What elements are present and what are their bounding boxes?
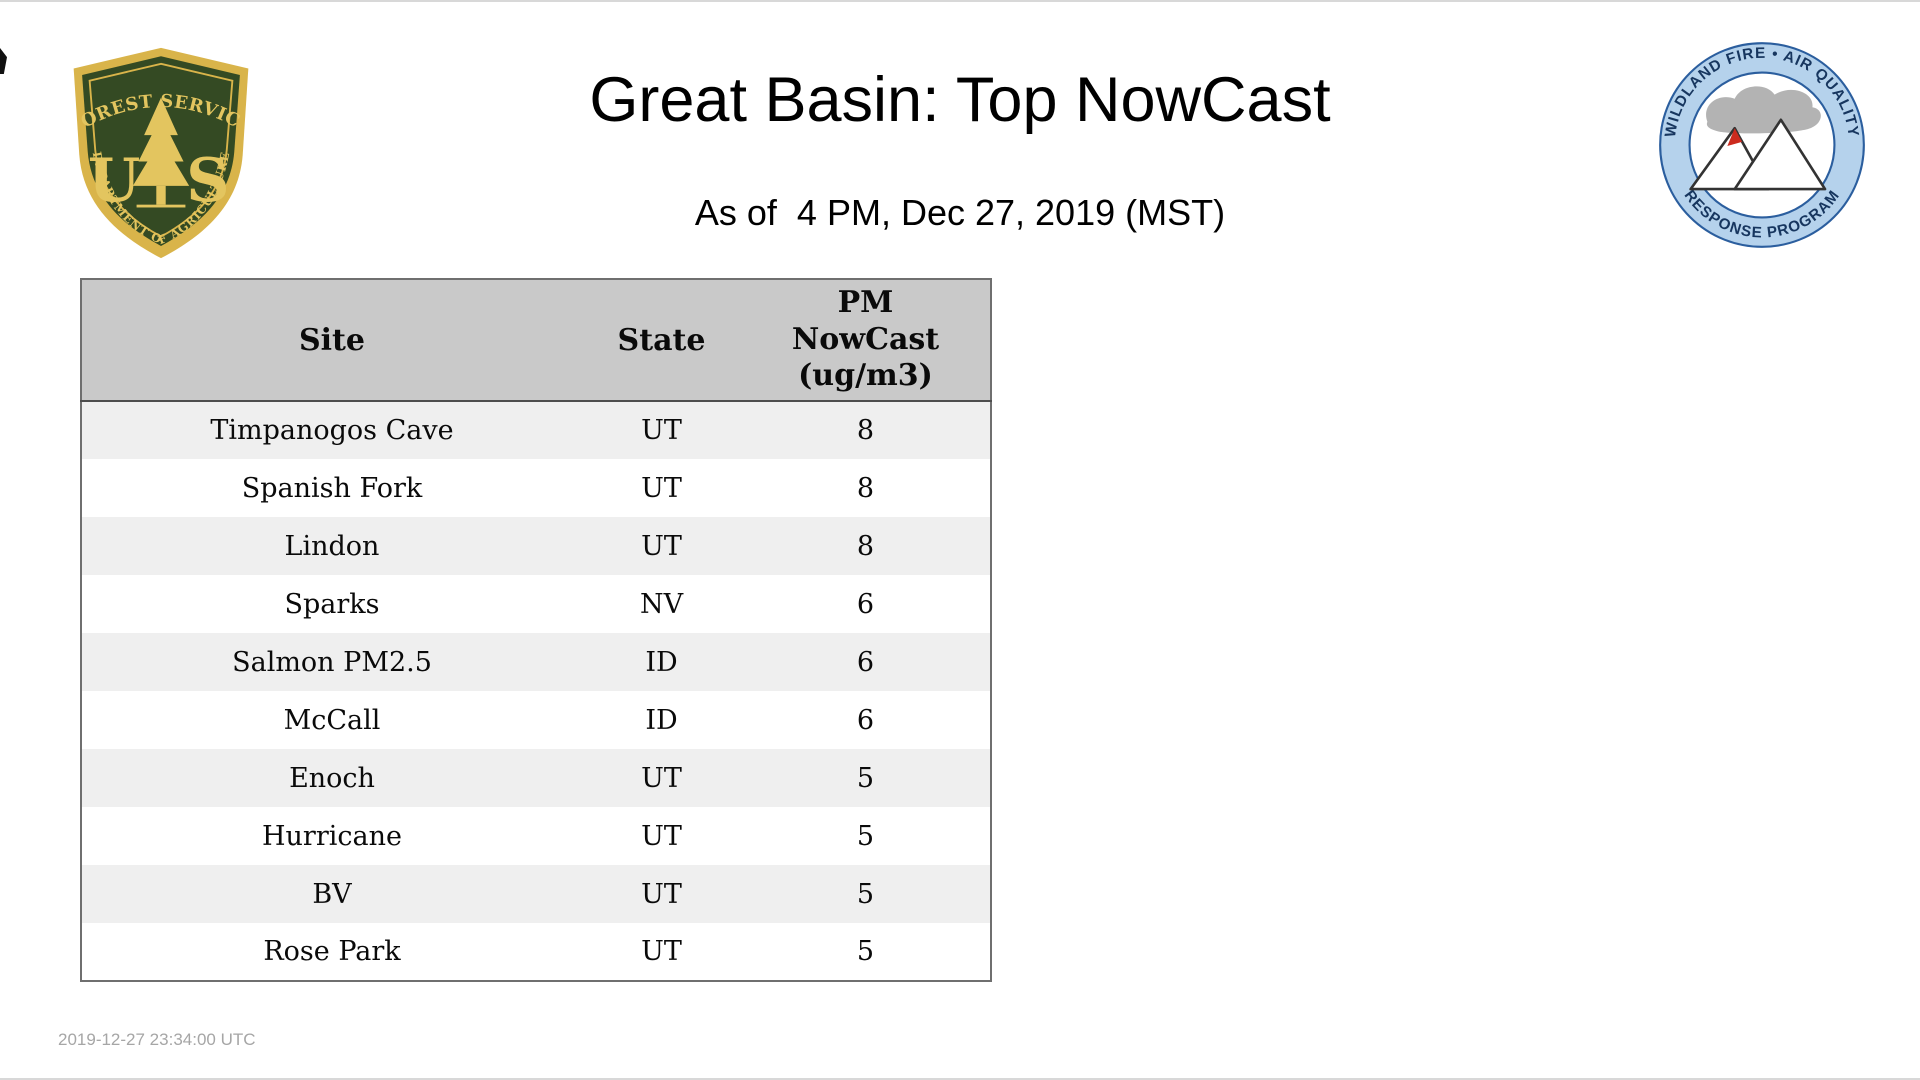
table-cell: UT: [641, 415, 682, 446]
nowcast-table-container: Site State PM NowCast (ug/m3) Timpanogos…: [80, 278, 992, 982]
table-row: Hurricane UT 5: [81, 807, 991, 865]
table-cell: 6: [856, 588, 875, 620]
table-cell: Lindon: [284, 530, 380, 562]
table-cell: ID: [645, 646, 678, 678]
table-row: McCall ID 6: [81, 691, 991, 749]
generated-timestamp: 2019-12-27 23:34:00 UTC: [58, 1030, 256, 1049]
table-row: Enoch UT 5: [81, 749, 991, 807]
header-pm-nowcast: PM NowCast (ug/m3): [741, 279, 991, 402]
table-cell: McCall: [283, 704, 381, 736]
edge-artifact-mark: [0, 48, 7, 74]
table-cell: UT: [641, 936, 682, 967]
table-cell: 6: [856, 704, 875, 736]
table-cell: Spanish Fork: [241, 472, 423, 504]
table-row: BV UT 5: [81, 865, 991, 923]
table-cell: 6: [856, 646, 875, 678]
table-cell: 5: [856, 878, 875, 910]
page-title: Great Basin: Top NowCast: [589, 65, 1331, 135]
forest-service-logo: FOREST SERVICE U S DEPARTMENT OF AGRICUL…: [67, 45, 249, 259]
header-site: Site: [81, 279, 582, 402]
table-cell: UT: [641, 820, 682, 852]
page-top-border: [0, 0, 1920, 2]
table-cell: 8: [856, 530, 875, 562]
table-cell: BV: [312, 878, 352, 910]
table-cell: Sparks: [284, 588, 380, 620]
table-row: Rose Park UT 5: [81, 923, 991, 981]
table-cell: UT: [641, 530, 682, 562]
table-row: Lindon UT 8: [81, 517, 991, 575]
table-cell: ID: [645, 704, 678, 736]
nowcast-table: Site State PM NowCast (ug/m3) Timpanogos…: [80, 278, 992, 982]
table-row: Timpanogos Cave UT 8: [81, 401, 991, 459]
table-cell: Hurricane: [262, 820, 402, 852]
table-cell: Enoch: [289, 762, 375, 794]
table-header-row: Site State PM NowCast (ug/m3): [81, 279, 991, 402]
table-cell: 8: [856, 415, 875, 446]
page-bottom-border: [0, 1078, 1920, 1080]
table-cell: 5: [856, 936, 875, 967]
shield-inner-line: [88, 62, 234, 238]
table-cell: 5: [856, 762, 875, 794]
table-cell: UT: [641, 472, 682, 504]
usfs-monogram-u: U: [88, 146, 140, 216]
mountain-right: [1733, 118, 1827, 191]
table-cell: 8: [856, 472, 875, 504]
table-cell: Salmon PM2.5: [232, 646, 432, 678]
mountains-smoke-art: [1689, 86, 1827, 191]
header-state: State: [582, 279, 741, 402]
pine-tree-icon: [132, 97, 190, 208]
table-row: Salmon PM2.5 ID 6: [81, 633, 991, 691]
table-row: Spanish Fork UT 8: [81, 459, 991, 517]
page-subtitle: As of 4 PM, Dec 27, 2019 (MST): [694, 192, 1226, 233]
table-cell: UT: [641, 762, 682, 794]
table-cell: Rose Park: [263, 936, 401, 967]
table-row: Sparks NV 6: [81, 575, 991, 633]
table-cell: UT: [641, 878, 682, 910]
table-cell: Timpanogos Cave: [210, 415, 454, 446]
wildland-fire-air-quality-logo: WILDLAND FIRE • AIR QUALITY RESPONSE PRO…: [1659, 42, 1865, 248]
usfs-monogram-s: S: [186, 146, 229, 216]
flame-icon: [1727, 128, 1743, 147]
smoke-plume: [1706, 86, 1821, 134]
table-header: Site State PM NowCast (ug/m3): [81, 279, 991, 402]
table-cell: NV: [639, 588, 684, 620]
table-cell: 5: [856, 820, 875, 852]
table-body: Timpanogos Cave UT 8 Spanish Fork UT 8 Lindon U…: [81, 401, 991, 981]
